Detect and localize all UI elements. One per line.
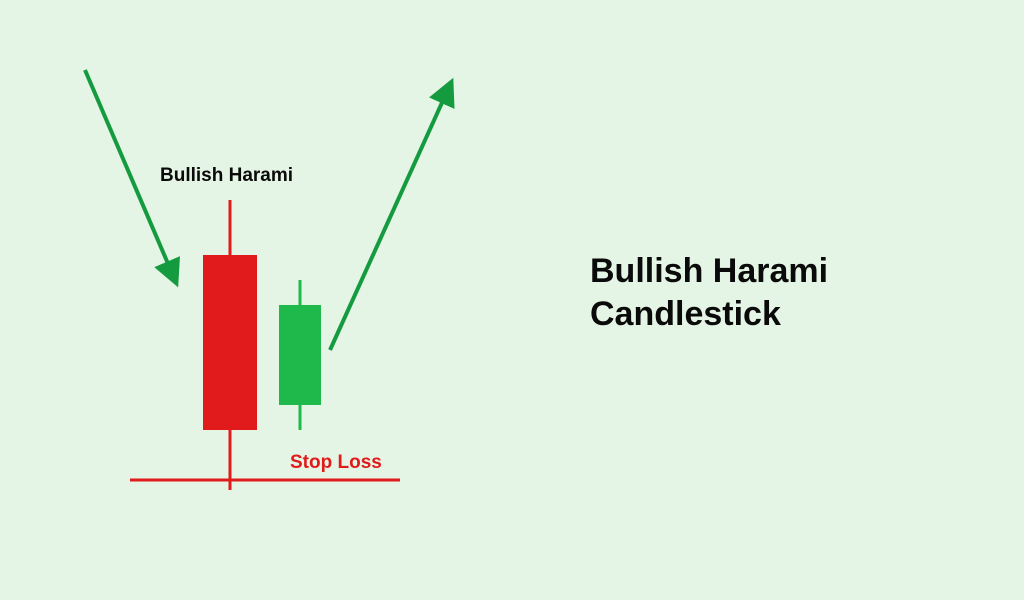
uptrend-arrow [330, 85, 450, 350]
bullish-body [279, 305, 321, 405]
diagram-svg [0, 0, 1024, 600]
downtrend-arrow [85, 70, 175, 280]
diagram-canvas: Bullish Harami Candlestick Bullish Haram… [0, 0, 1024, 600]
bearish-body [203, 255, 257, 430]
